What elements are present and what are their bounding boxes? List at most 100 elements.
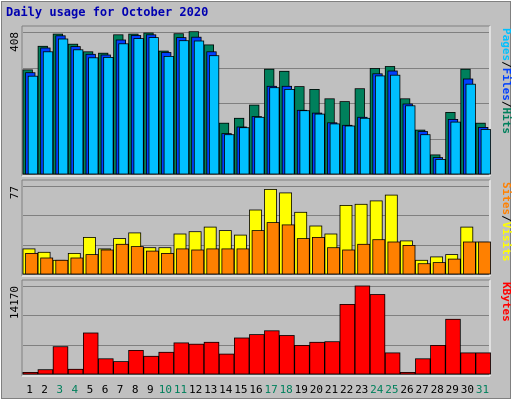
- bar-kbytes-2: [37, 369, 54, 375]
- bar-kbytes-21: [324, 341, 340, 375]
- bar-pages-1: [27, 75, 39, 175]
- x-tick-label: 4: [71, 383, 78, 396]
- bar-pages-9: [148, 37, 159, 175]
- bar-pages-23: [359, 117, 371, 175]
- bar-kbytes-12: [188, 343, 205, 375]
- x-tick-label: 24: [370, 383, 384, 396]
- bar-pages-4: [73, 49, 84, 175]
- bar-sites-17: [266, 222, 280, 275]
- bar-kbytes-27: [415, 358, 431, 375]
- bar-pages-13: [208, 55, 220, 175]
- x-tick-label: 18: [280, 383, 293, 396]
- bar-kbytes-17: [264, 330, 280, 375]
- bar-pages-21: [329, 123, 340, 175]
- legend: KBytes: [500, 282, 512, 322]
- bar-kbytes-6: [98, 358, 114, 375]
- x-tick-label: 29: [446, 383, 459, 396]
- bar-pages-30: [465, 83, 476, 175]
- bar-sites-18: [281, 224, 295, 275]
- bar-pages-7: [118, 43, 129, 175]
- bar-sites-16: [251, 230, 265, 275]
- bar-sites-13: [206, 248, 220, 275]
- bar-kbytes-1: [22, 371, 39, 375]
- x-tick-label: 26: [400, 383, 413, 396]
- bar-sites-7: [115, 243, 129, 275]
- x-tick-label: 5: [87, 383, 94, 396]
- x-tick-label: 25: [385, 383, 398, 396]
- bar-sites-29: [447, 258, 461, 275]
- bar-kbytes-26: [399, 371, 416, 375]
- bar-pages-10: [163, 56, 174, 175]
- bar-pages-15: [239, 127, 250, 175]
- bar-pages-12: [193, 40, 205, 175]
- bar-kbytes-13: [203, 341, 220, 375]
- bar-pages-28: [435, 158, 446, 175]
- x-tick-label: 15: [234, 383, 247, 396]
- bar-pages-27: [420, 134, 431, 175]
- bar-sites-27: [417, 263, 431, 275]
- bar-sites-6: [100, 249, 114, 275]
- legend-entry: Pages: [500, 28, 512, 61]
- x-tick-label: 22: [340, 383, 353, 396]
- bar-sites-23: [357, 243, 371, 275]
- bar-sites-12: [191, 249, 205, 275]
- x-tick-label: 28: [431, 383, 444, 396]
- bar-sites-8: [130, 246, 144, 275]
- bar-pages-2: [42, 51, 54, 175]
- bar-pages-29: [450, 121, 461, 175]
- x-tick-label: 27: [415, 383, 428, 396]
- legend-entry: KBytes: [500, 282, 512, 322]
- bar-kbytes-18: [279, 335, 295, 375]
- x-tick-label: 1: [26, 383, 33, 396]
- y-max-label: 408: [8, 32, 21, 52]
- bar-pages-17: [269, 87, 280, 175]
- x-tick-label: 31: [476, 383, 489, 396]
- x-tick-label: 20: [310, 383, 323, 396]
- bar-pages-8: [133, 38, 144, 175]
- legend-entry: Sites: [500, 182, 512, 215]
- bar-kbytes-30: [460, 352, 476, 375]
- bar-kbytes-23: [354, 285, 371, 375]
- x-tick-label: 3: [56, 383, 63, 396]
- bar-kbytes-28: [430, 344, 446, 375]
- legend-entry: Visits: [500, 222, 512, 262]
- bar-kbytes-31: [475, 352, 491, 375]
- bar-pages-20: [314, 113, 325, 175]
- bar-sites-22: [342, 249, 356, 275]
- bar-pages-14: [224, 134, 235, 175]
- bar-sites-15: [236, 248, 250, 275]
- x-tick-label: 6: [102, 383, 109, 396]
- chart-title: Daily usage for October 2020: [6, 5, 209, 19]
- bar-pages-16: [254, 116, 265, 175]
- bar-kbytes-20: [309, 341, 325, 375]
- bar-kbytes-9: [143, 355, 159, 375]
- bar-sites-5: [85, 254, 99, 275]
- bar-kbytes-16: [249, 334, 265, 375]
- legend-entry: /: [500, 101, 512, 108]
- bar-sites-20: [311, 236, 325, 275]
- bar-sites-4: [70, 257, 84, 275]
- bar-kbytes-8: [128, 349, 144, 375]
- bar-kbytes-11: [173, 342, 190, 375]
- bar-sites-1: [25, 252, 39, 275]
- legend-entry: /: [500, 215, 512, 222]
- bar-sites-10: [161, 252, 174, 275]
- bar-pages-26: [405, 105, 416, 175]
- bar-sites-31: [478, 241, 491, 275]
- bar-kbytes-3: [52, 346, 69, 375]
- bar-sites-19: [296, 238, 310, 275]
- x-tick-label: 7: [117, 383, 124, 396]
- bar-sites-28: [432, 262, 446, 275]
- x-tick-label: 16: [249, 383, 262, 396]
- x-tick-label: 9: [147, 383, 154, 396]
- bar-sites-26: [402, 244, 416, 275]
- bar-pages-6: [103, 57, 114, 175]
- bar-sites-3: [55, 259, 69, 275]
- bar-sites-11: [176, 248, 190, 275]
- x-tick-label: 17: [264, 383, 277, 396]
- bar-pages-5: [88, 57, 99, 175]
- bar-kbytes-22: [339, 303, 356, 375]
- legend-entry: Hits: [500, 108, 512, 135]
